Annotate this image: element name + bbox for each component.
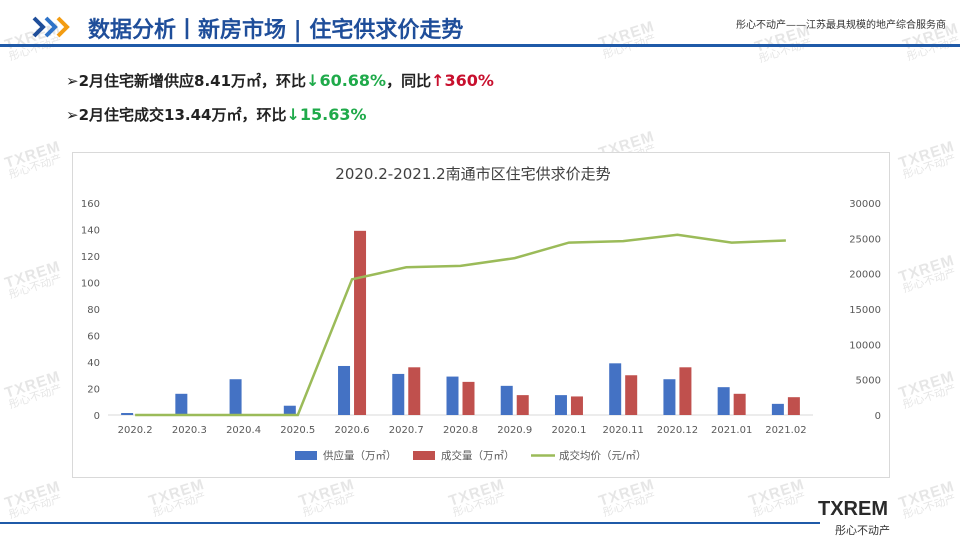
left-axis-tick-label: 140 — [81, 226, 100, 237]
left-axis-tick-label: 40 — [87, 358, 100, 369]
right-axis-tick-label: 15000 — [849, 305, 881, 316]
bar-supply — [121, 413, 134, 415]
bar-deal — [408, 367, 421, 415]
bar-supply — [609, 363, 622, 415]
x-axis-tick-label: 2020.11 — [603, 425, 644, 436]
bar-supply — [175, 393, 188, 415]
x-axis-tick-label: 2020.4 — [226, 425, 261, 436]
bar-deal — [516, 395, 529, 415]
supply-summary-text: 2月住宅新增供应8.41万㎡，环比 — [78, 72, 307, 90]
bar-supply — [663, 379, 676, 415]
supply-summary: ➢2月住宅新增供应8.41万㎡，环比↓60.68%，同比↑360% — [66, 70, 494, 91]
bar-supply — [283, 405, 296, 415]
bar-deal — [733, 393, 746, 415]
footer-divider — [0, 522, 820, 524]
left-axis-tick-label: 100 — [81, 279, 100, 290]
bar-supply — [554, 395, 567, 415]
left-axis-tick-label: 80 — [87, 305, 100, 316]
bar-deal — [462, 381, 475, 415]
right-axis-tick-label: 0 — [875, 411, 881, 422]
deal-mom-change: ↓15.63% — [286, 105, 367, 124]
right-axis-tick-label: 10000 — [849, 340, 881, 351]
bar-supply — [338, 365, 351, 415]
x-axis-tick-label: 2020.5 — [280, 425, 315, 436]
x-axis-tick-label: 2021.02 — [765, 425, 806, 436]
header-divider — [0, 44, 960, 47]
bar-deal — [679, 367, 692, 415]
deal-summary-text: 2月住宅成交13.44万㎡，环比 — [78, 106, 287, 124]
arrow-bullet-icon: ➢ — [66, 106, 79, 124]
bar-supply — [771, 403, 784, 415]
bar-supply — [229, 379, 242, 415]
x-axis-tick-label: 2020.2 — [118, 425, 153, 436]
x-axis-tick-label: 2021.01 — [711, 425, 752, 436]
x-axis-tick-label: 2020.7 — [389, 425, 424, 436]
bar-deal — [570, 396, 583, 415]
x-axis-tick-label: 2020.12 — [657, 425, 698, 436]
x-axis-tick-label: 2020.3 — [172, 425, 207, 436]
left-axis-tick-label: 20 — [87, 385, 100, 396]
left-axis-tick-label: 60 — [87, 332, 100, 343]
bar-deal — [354, 230, 367, 415]
legend-label: 供应量（万㎡） — [323, 449, 397, 462]
legend-label: 成交量（万㎡） — [441, 449, 515, 462]
company-logo-subtitle: 彤心不动产 — [835, 524, 890, 537]
supply-yoy-change: ↑360% — [431, 71, 494, 90]
x-axis-tick-label: 2020.1 — [551, 425, 586, 436]
x-axis-tick-label: 2020.8 — [443, 425, 478, 436]
company-logo: TXREM — [818, 498, 888, 520]
legend-swatch — [295, 451, 317, 460]
legend-label: 成交均价（元/㎡） — [559, 449, 647, 462]
bar-deal — [787, 397, 800, 415]
right-axis-tick-label: 25000 — [849, 234, 881, 245]
supply-mom-change: ↓60.68% — [306, 71, 387, 90]
bar-supply — [500, 385, 513, 415]
left-axis-tick-label: 0 — [94, 411, 100, 422]
page-title: 数据分析丨新房市场 | 住宅供求价走势 — [88, 18, 464, 43]
bar-supply — [717, 387, 730, 415]
right-axis-tick-label: 20000 — [849, 270, 881, 281]
company-slogan: 彤心不动产——江苏最具规模的地产综合服务商 — [736, 20, 946, 31]
chart-title: 2020.2-2021.2南通市区住宅供求价走势 — [335, 165, 610, 183]
chart-container: 2020.2-2021.2南通市区住宅供求价走势 0 20 40 60 80 100 120 1… — [72, 152, 890, 478]
left-axis-tick-label: 120 — [81, 252, 100, 263]
right-axis-tick-label: 30000 — [849, 199, 881, 210]
bar-supply — [446, 376, 459, 415]
left-axis-tick-label: 160 — [81, 199, 100, 210]
arrow-bullet-icon: ➢ — [66, 72, 79, 90]
chevron-right-icon — [32, 16, 70, 38]
deal-summary: ➢2月住宅成交13.44万㎡，环比↓15.63% — [66, 104, 367, 125]
legend-swatch — [413, 451, 435, 460]
supply-summary-mid: ，同比 — [386, 72, 432, 90]
x-axis-tick-label: 2020.6 — [335, 425, 370, 436]
bar-deal — [625, 375, 638, 415]
supply-demand-price-chart: 2020.2-2021.2南通市区住宅供求价走势 0 20 40 60 80 100 120 1… — [81, 165, 881, 462]
x-axis-tick-label: 2020.9 — [497, 425, 532, 436]
right-axis-tick-label: 5000 — [856, 376, 881, 387]
bar-supply — [392, 373, 405, 415]
